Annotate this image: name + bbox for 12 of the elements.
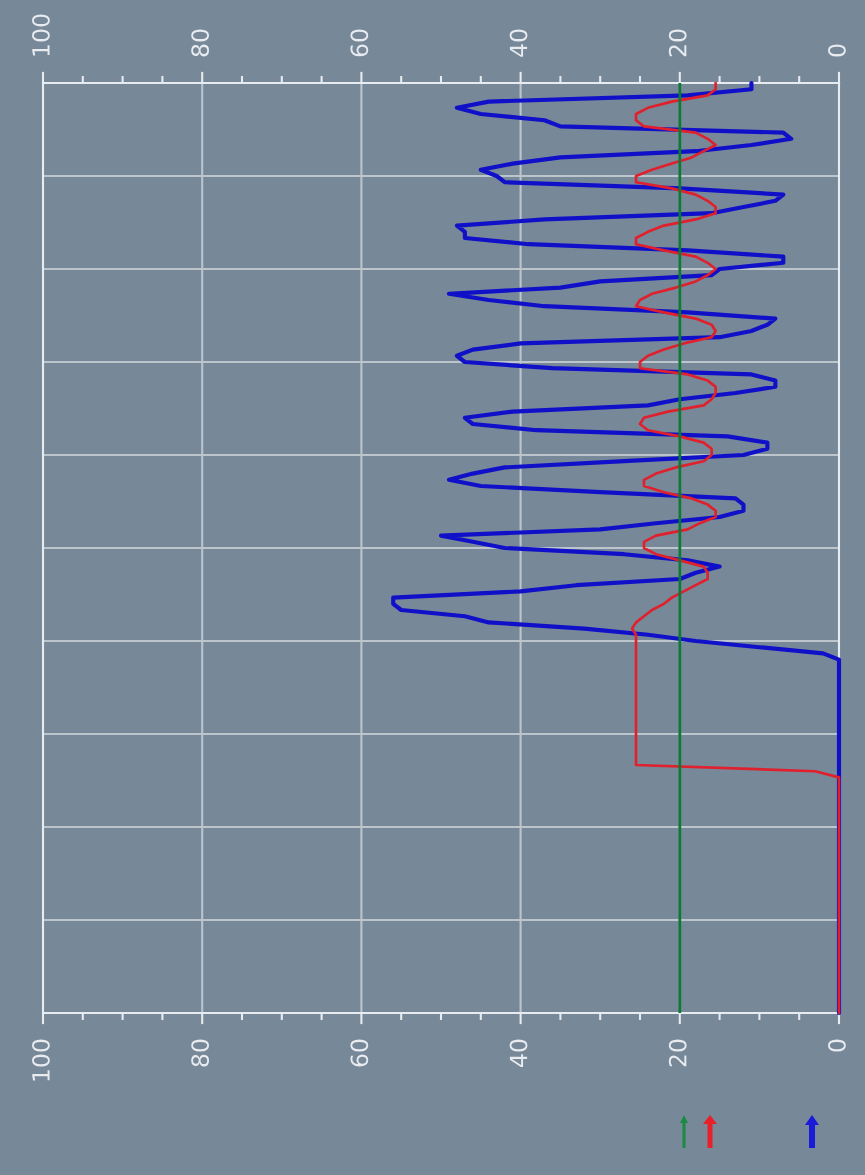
- x2-tick-label: 60: [350, 1039, 369, 1067]
- x-tick-label: 80: [191, 29, 210, 57]
- x-tick-label: 60: [350, 29, 369, 57]
- x2-tick-label: 40: [509, 1039, 528, 1067]
- x-tick-label: 0: [827, 44, 846, 57]
- x2-tick-label: 20: [668, 1039, 687, 1067]
- x-tick-label: 100: [31, 14, 50, 56]
- x2-tick-label: 0: [827, 1039, 846, 1052]
- x2-tick-label: 100: [31, 1039, 50, 1081]
- x-tick-label: 20: [668, 29, 687, 57]
- x2-tick-label: 80: [191, 1039, 210, 1067]
- x-tick-label: 40: [509, 29, 528, 57]
